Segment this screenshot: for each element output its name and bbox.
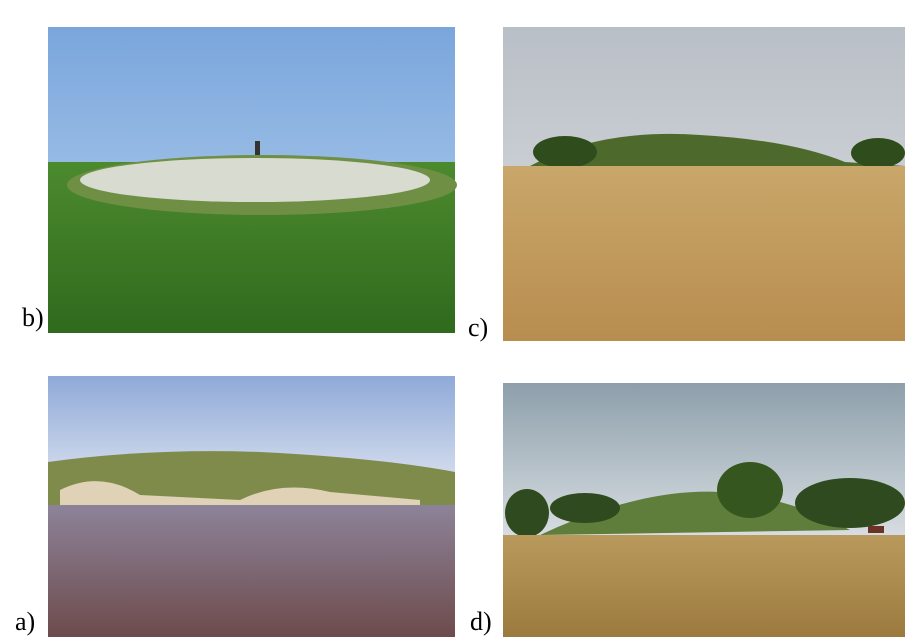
photo-c [503, 27, 905, 341]
panel-label: d) [470, 607, 492, 636]
photo-d [503, 383, 905, 637]
panel-label: b) [22, 303, 44, 332]
figure: b) c) a) d) [0, 0, 918, 637]
panel-label: c) [468, 313, 488, 342]
photo-b [48, 27, 457, 333]
panel-label: a) [15, 607, 35, 636]
photo-a [48, 376, 455, 637]
